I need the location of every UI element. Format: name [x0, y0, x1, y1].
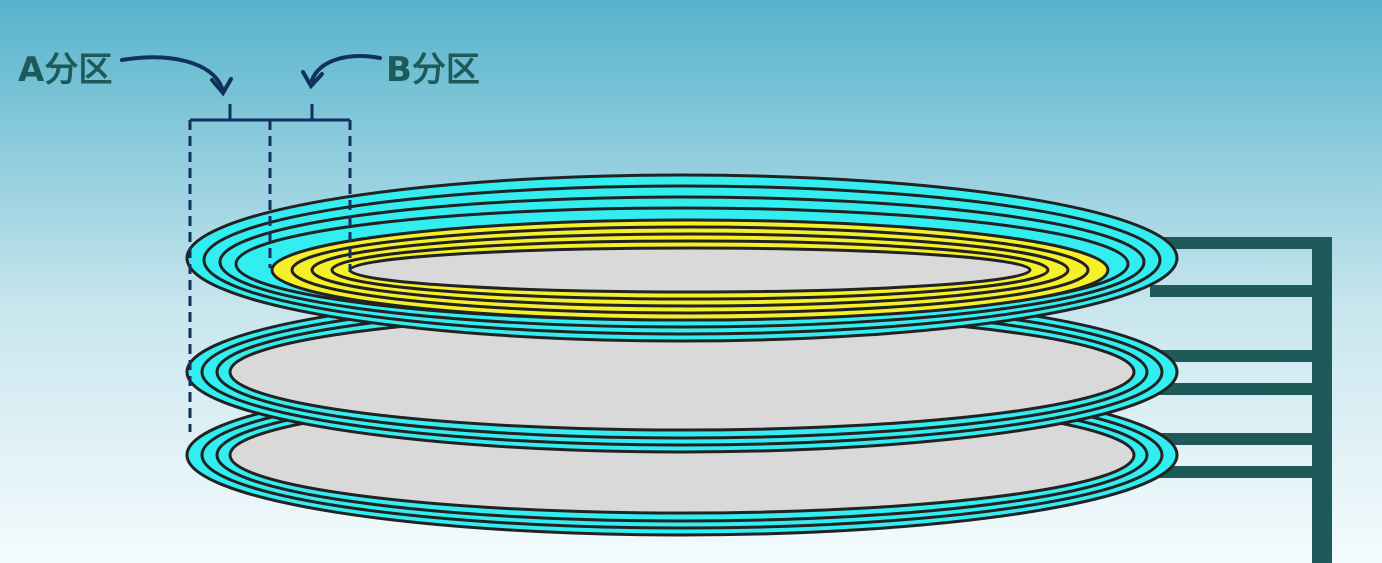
partition-a-label: A分区 — [18, 50, 113, 90]
arrow-b-curve — [310, 54, 382, 82]
partition-b-label: B分区 — [386, 50, 480, 90]
partition-brackets — [188, 104, 352, 432]
platter-top — [185, 173, 1179, 343]
platter-middle — [185, 290, 1179, 454]
arrow-a-head — [210, 77, 233, 97]
arrow-b-head — [301, 70, 324, 90]
label-arrows — [120, 54, 382, 97]
arm-spindle — [1312, 238, 1332, 563]
arm-bar-6 — [1150, 466, 1332, 478]
partition-b-tracks — [270, 218, 1110, 322]
arm-bar-4 — [1150, 383, 1332, 395]
arrow-a-curve — [120, 55, 224, 90]
arm-bar-2 — [1150, 285, 1332, 297]
